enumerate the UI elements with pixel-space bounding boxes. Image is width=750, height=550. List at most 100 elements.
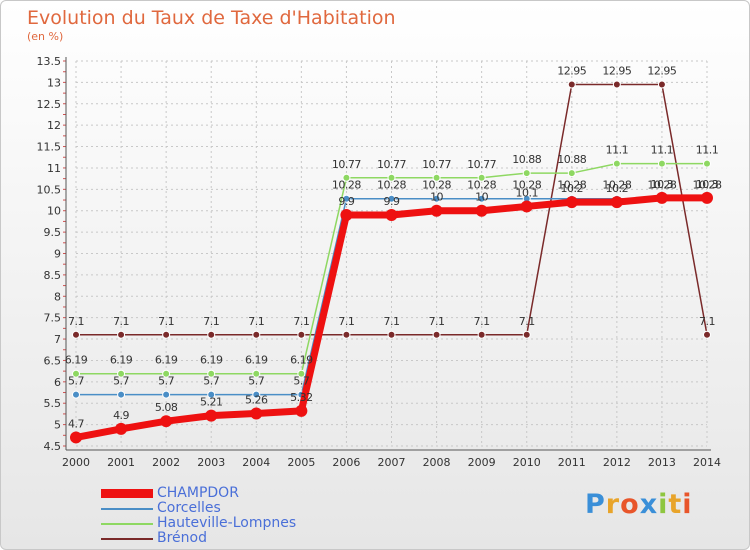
data-point-champdor — [385, 209, 398, 221]
data-point-br-nod — [477, 330, 486, 339]
data-label-br-nod: 7.1 — [203, 315, 219, 328]
data-label-champdor: 10.3 — [651, 178, 674, 191]
data-label-corcelles: 5.7 — [203, 375, 219, 388]
data-point-hauteville-lompnes — [207, 369, 216, 378]
x-tick-label: 2005 — [287, 456, 315, 469]
data-point-champdor — [250, 407, 263, 420]
y-tick-label: 8.5 — [44, 269, 62, 282]
data-point-br-nod — [342, 330, 351, 339]
y-tick-label: 11.5 — [37, 141, 62, 154]
data-point-br-nod — [703, 330, 711, 339]
data-label-hauteville-lompnes: 6.19 — [290, 354, 313, 367]
data-label-hauteville-lompnes: 10.88 — [512, 153, 541, 166]
data-label-corcelles: 5.7 — [113, 375, 129, 388]
x-tick-label: 2009 — [468, 456, 496, 469]
legend-label-brenod: Brénod — [157, 530, 207, 546]
x-tick-label: 2011 — [558, 456, 586, 469]
data-label-corcelles: 10.28 — [377, 179, 406, 192]
data-point-hauteville-lompnes — [162, 369, 171, 378]
logo-letter: i — [682, 489, 693, 520]
data-label-hauteville-lompnes: 6.19 — [245, 354, 268, 367]
y-tick-label: 7 — [54, 333, 61, 346]
data-point-champdor — [701, 191, 713, 204]
data-label-hauteville-lompnes: 11.1 — [696, 144, 719, 157]
x-tick-label: 2010 — [513, 456, 541, 469]
y-tick-label: 6.5 — [44, 354, 62, 367]
data-point-br-nod — [207, 330, 216, 339]
data-point-corcelles — [477, 194, 486, 203]
logo-letter: P — [585, 489, 606, 520]
data-point-champdor — [340, 209, 353, 221]
legend-swatch-champdor — [101, 489, 153, 498]
y-tick-label: 4.5 — [44, 440, 62, 453]
data-label-corcelles: 10.28 — [693, 179, 722, 192]
y-tick-label: 5.5 — [44, 397, 62, 410]
data-label-br-nod: 7.1 — [474, 315, 490, 328]
data-label-hauteville-lompnes: 6.19 — [110, 354, 133, 367]
data-point-champdor — [205, 409, 218, 422]
data-point-br-nod — [162, 330, 171, 339]
y-tick-label: 12 — [47, 119, 61, 132]
data-point-hauteville-lompnes — [612, 159, 621, 168]
logo-letter: r — [605, 489, 621, 520]
legend-swatch-corcelles — [101, 508, 153, 510]
data-label-champdor: 5.32 — [290, 391, 313, 404]
data-label-corcelles: 5.7 — [248, 375, 264, 388]
data-point-hauteville-lompnes — [657, 159, 666, 168]
data-label-hauteville-lompnes: 11.1 — [651, 144, 674, 157]
legend-item-corcelles[interactable]: Corcelles — [101, 500, 361, 517]
data-point-hauteville-lompnes — [342, 173, 351, 182]
data-label-corcelles: 10.28 — [557, 179, 586, 192]
y-tick-label: 9 — [54, 248, 61, 261]
data-point-champdor — [295, 404, 308, 417]
data-label-hauteville-lompnes: 6.19 — [155, 354, 178, 367]
data-label-champdor: 4.9 — [113, 409, 129, 422]
legend-item-hauteville-lompnes[interactable]: Hauteville-Lompnes — [101, 515, 361, 532]
data-label-champdor: 4.7 — [68, 417, 84, 430]
legend-item-brenod[interactable]: Brénod — [101, 530, 361, 547]
data-point-br-nod — [387, 330, 396, 339]
data-label-hauteville-lompnes: 10.77 — [377, 158, 406, 171]
data-label-champdor: 9.9 — [338, 195, 354, 208]
legend-item-champdor[interactable]: CHAMPDOR — [101, 485, 361, 502]
data-point-champdor — [475, 204, 488, 217]
data-label-hauteville-lompnes: 6.19 — [65, 354, 88, 367]
data-point-champdor — [160, 415, 173, 428]
data-label-br-nod: 12.95 — [557, 65, 586, 78]
legend-swatch-brenod — [101, 538, 153, 540]
data-point-br-nod — [72, 330, 80, 339]
x-tick-label: 2014 — [693, 456, 721, 469]
y-tick-label: 13 — [47, 76, 61, 89]
data-point-hauteville-lompnes — [72, 369, 80, 378]
data-point-champdor — [520, 200, 533, 213]
data-point-champdor — [655, 191, 668, 204]
x-tick-label: 2001 — [107, 456, 135, 469]
x-tick-label: 2008 — [423, 456, 451, 469]
x-tick-label: 2013 — [648, 456, 676, 469]
data-label-corcelles: 10.28 — [467, 179, 496, 192]
y-tick-label: 6 — [54, 376, 61, 389]
chart-legend: CHAMPDOR Corcelles Hauteville-Lompnes Br… — [101, 485, 361, 547]
data-label-hauteville-lompnes: 10.88 — [557, 153, 586, 166]
x-tick-label: 2004 — [242, 456, 270, 469]
x-tick-label: 2002 — [152, 456, 180, 469]
data-label-corcelles: 10.28 — [422, 179, 451, 192]
data-label-hauteville-lompnes: 10.77 — [467, 158, 496, 171]
data-label-hauteville-lompnes: 11.1 — [606, 144, 629, 157]
data-label-champdor: 10.2 — [606, 182, 629, 195]
data-point-corcelles — [252, 390, 261, 399]
y-tick-label: 10.5 — [37, 183, 62, 196]
logo-letter: o — [620, 489, 640, 520]
data-label-br-nod: 7.1 — [384, 315, 400, 328]
logo-letter: i — [658, 489, 669, 520]
data-point-br-nod — [297, 330, 306, 339]
data-point-champdor — [565, 196, 578, 209]
data-label-champdor: 10.3 — [696, 178, 719, 191]
data-point-champdor — [70, 431, 82, 444]
data-point-champdor — [115, 422, 128, 435]
legend-label-champdor: CHAMPDOR — [157, 485, 239, 501]
data-point-br-nod — [432, 330, 441, 339]
data-label-champdor: 5.08 — [155, 401, 178, 414]
data-point-hauteville-lompnes — [567, 169, 576, 178]
